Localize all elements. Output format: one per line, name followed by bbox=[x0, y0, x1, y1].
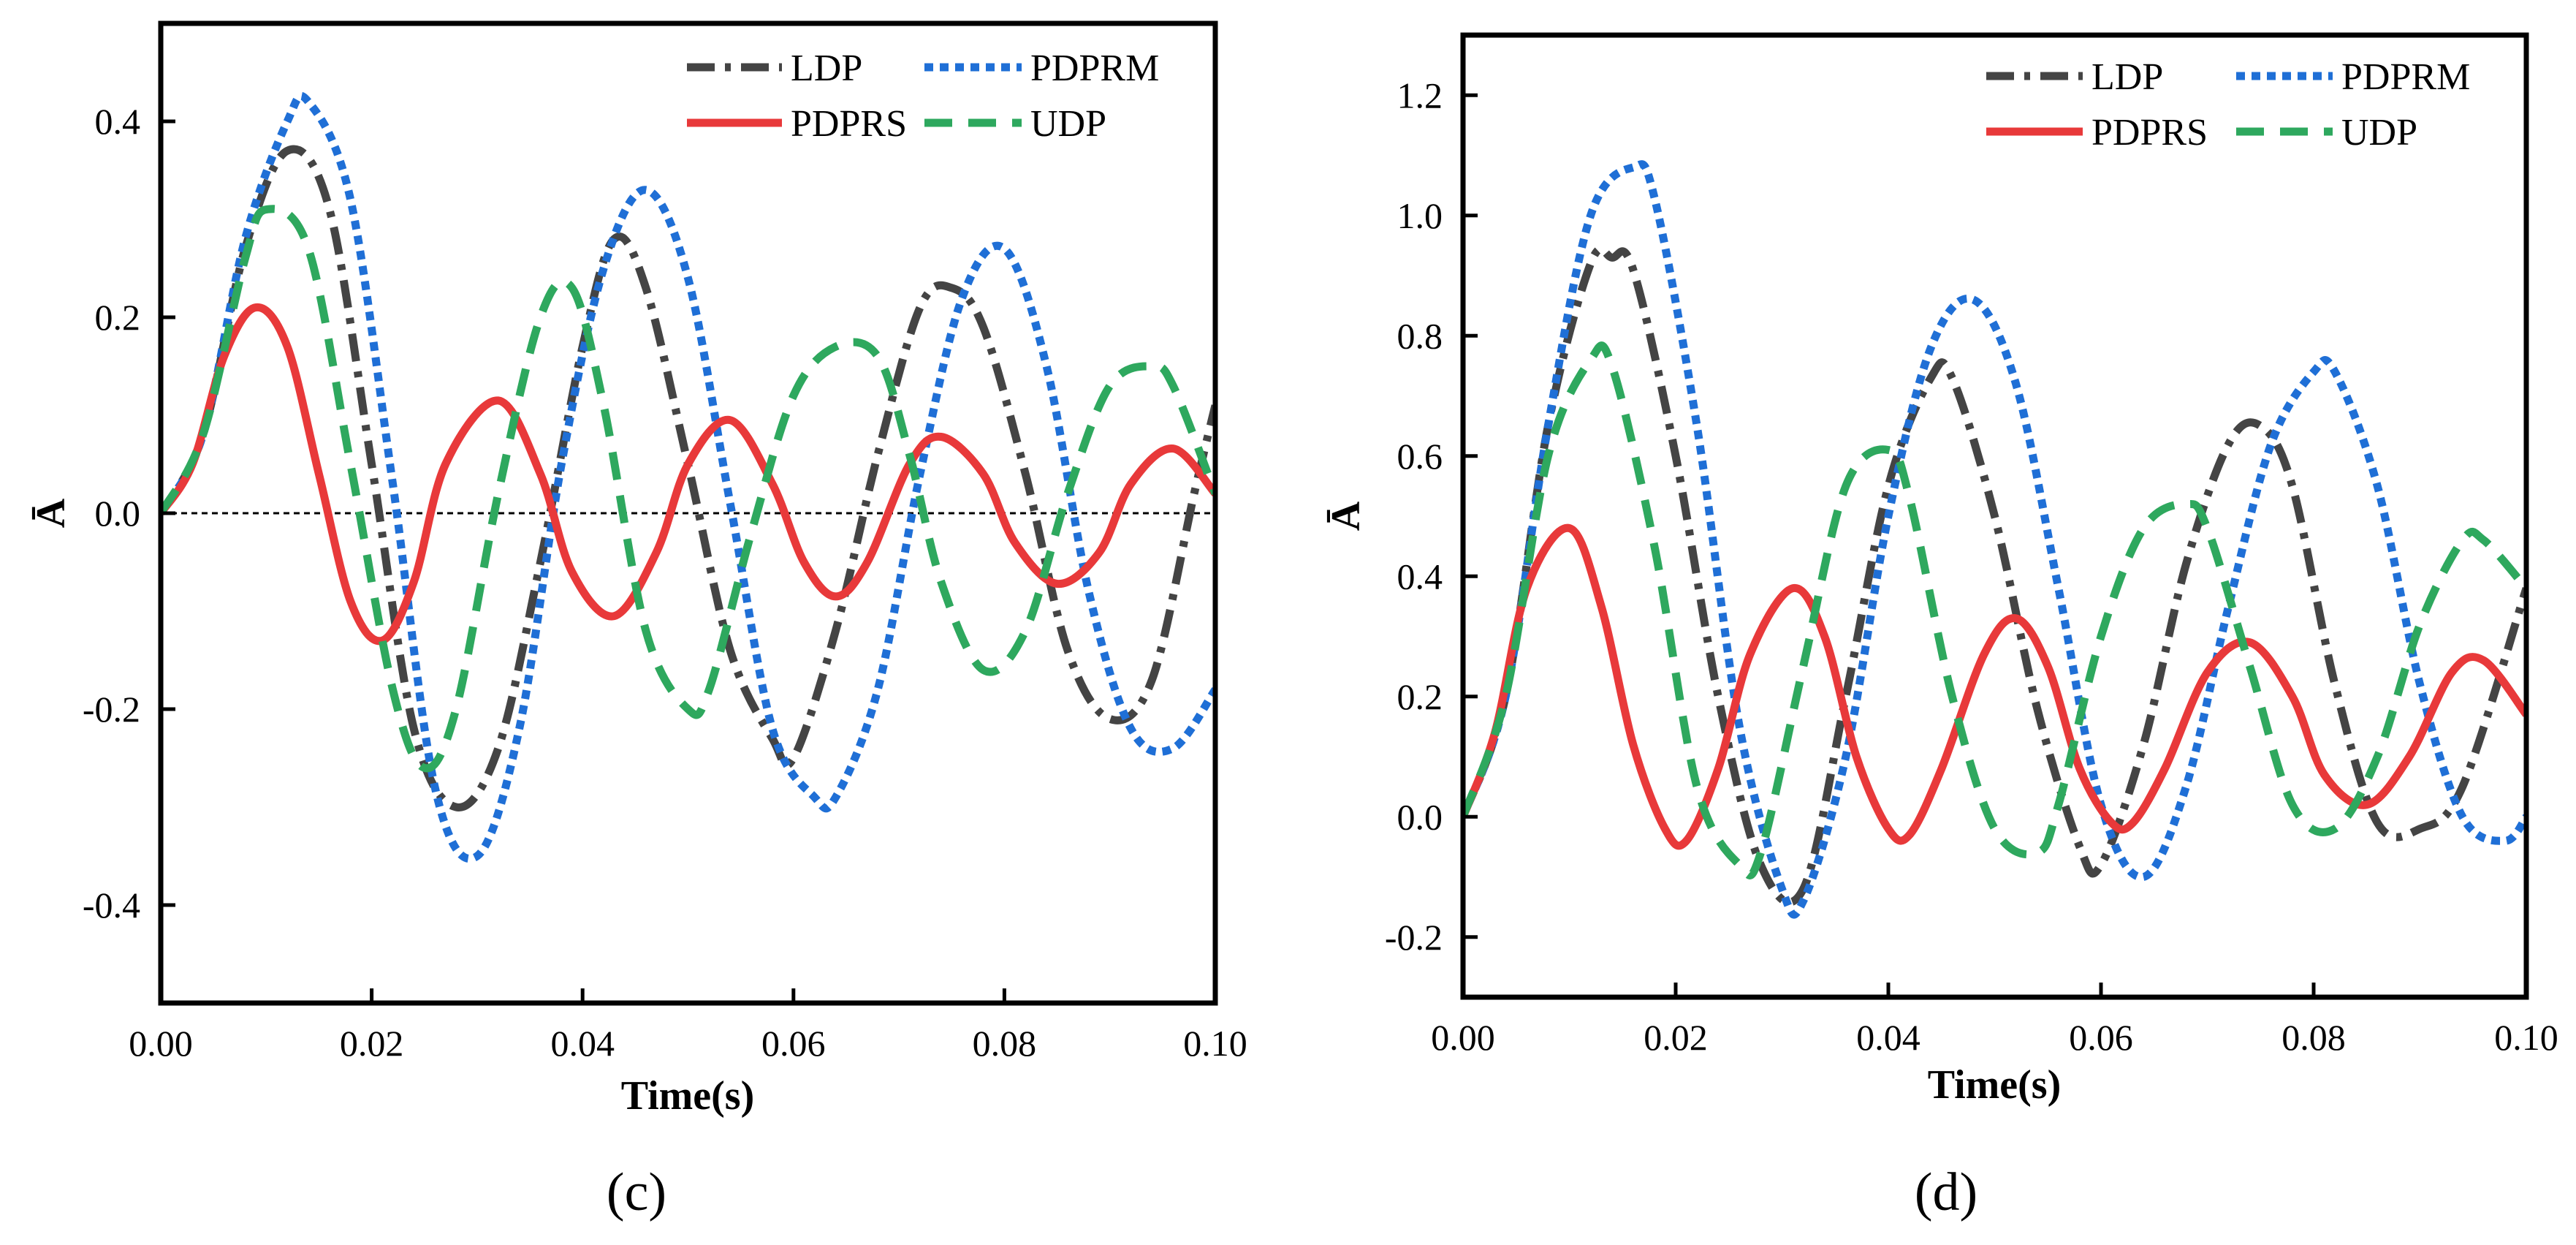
x-tick-label: 0.10 bbox=[1183, 1023, 1247, 1064]
y-axis-title: Ā bbox=[1323, 501, 1369, 531]
legend-label-pdprs: PDPRS bbox=[791, 103, 907, 145]
legend-item-pdprm: PDPRM bbox=[2236, 56, 2470, 98]
x-tick-label: 0.08 bbox=[2281, 1017, 2346, 1058]
series-line-udp bbox=[1463, 341, 2526, 879]
series-line-pdprm bbox=[1463, 160, 2526, 919]
y-tick-label: 0.0 bbox=[95, 493, 141, 534]
legend-label-ldp: LDP bbox=[2091, 56, 2163, 98]
y-tick-label: -0.4 bbox=[83, 885, 140, 926]
x-tick-label: 0.04 bbox=[550, 1023, 615, 1064]
legend-item-udp: UDP bbox=[924, 103, 1106, 145]
legend-item-pdprs: PDPRS bbox=[687, 103, 907, 145]
panel-c: 0.00 0.02 0.04 0.06 0.08 0.10 -0.4 -0.2 0.0 0.2 0.… bbox=[29, 20, 1247, 1222]
y-tick-label: 0.6 bbox=[1397, 436, 1443, 477]
legend-item-pdprs: PDPRS bbox=[1986, 112, 2208, 154]
x-tick-label: 0.06 bbox=[761, 1023, 826, 1064]
series-line-pdprm bbox=[161, 91, 1215, 863]
x-tick-label: 0.02 bbox=[1644, 1017, 1708, 1058]
legend-item-udp: UDP bbox=[2236, 112, 2417, 154]
y-tick-label: 0.8 bbox=[1397, 315, 1443, 356]
series-line-pdprs bbox=[1463, 523, 2526, 850]
x-axis-title: Time(s) bbox=[1928, 1062, 2062, 1108]
x-tick-label: 0.00 bbox=[129, 1023, 193, 1064]
legend: LDP PDPRM PDPRS UDP bbox=[1986, 56, 2470, 154]
panel-label: (d) bbox=[1915, 1162, 1977, 1222]
series-line-ldp bbox=[161, 145, 1215, 811]
y-tick-label: -0.2 bbox=[1385, 917, 1443, 958]
x-axis-title: Time(s) bbox=[621, 1073, 755, 1119]
x-tick-label: 0.10 bbox=[2494, 1017, 2558, 1058]
legend-label-pdprm: PDPRM bbox=[1030, 48, 1159, 89]
legend-label-ldp: LDP bbox=[791, 48, 862, 89]
series-line-pdprs bbox=[161, 303, 1215, 646]
y-tick-label: 0.0 bbox=[1397, 796, 1443, 837]
legend-label-pdprm: PDPRM bbox=[2341, 56, 2470, 98]
legend-item-pdprm: PDPRM bbox=[924, 48, 1159, 89]
series-line-udp bbox=[161, 205, 1215, 773]
panel-d: 0.00 0.02 0.04 0.06 0.08 0.10 -0.2 0.0 0.2 0.4 0.6… bbox=[1323, 32, 2558, 1222]
plot-frame bbox=[158, 20, 1218, 1006]
y-tick-label: 0.2 bbox=[1397, 676, 1443, 717]
y-tick-label: 0.4 bbox=[1397, 556, 1443, 597]
legend-item-ldp: LDP bbox=[687, 48, 862, 89]
legend-label-udp: UDP bbox=[1030, 103, 1106, 145]
y-tick-label: -0.2 bbox=[83, 689, 140, 730]
plot-frame bbox=[1460, 32, 2529, 1000]
legend-label-pdprs: PDPRS bbox=[2091, 112, 2208, 154]
x-tick-label: 0.08 bbox=[973, 1023, 1037, 1064]
x-tick-label: 0.02 bbox=[340, 1023, 404, 1064]
y-tick-label: 1.0 bbox=[1397, 195, 1443, 236]
legend-label-udp: UDP bbox=[2341, 112, 2417, 154]
x-tick-label: 0.06 bbox=[2069, 1017, 2133, 1058]
y-axis-title: Ā bbox=[29, 498, 74, 528]
x-tick-label: 0.00 bbox=[1431, 1017, 1495, 1058]
legend-item-ldp: LDP bbox=[1986, 56, 2163, 98]
panel-label: (c) bbox=[607, 1162, 666, 1222]
x-tick-label: 0.04 bbox=[1856, 1017, 1920, 1058]
series-line-ldp bbox=[1463, 245, 2526, 907]
y-tick-label: 1.2 bbox=[1397, 75, 1443, 116]
y-tick-label: 0.4 bbox=[95, 101, 141, 142]
legend: LDP PDPRM PDPRS UDP bbox=[687, 48, 1159, 145]
y-tick-label: 0.2 bbox=[95, 297, 141, 338]
